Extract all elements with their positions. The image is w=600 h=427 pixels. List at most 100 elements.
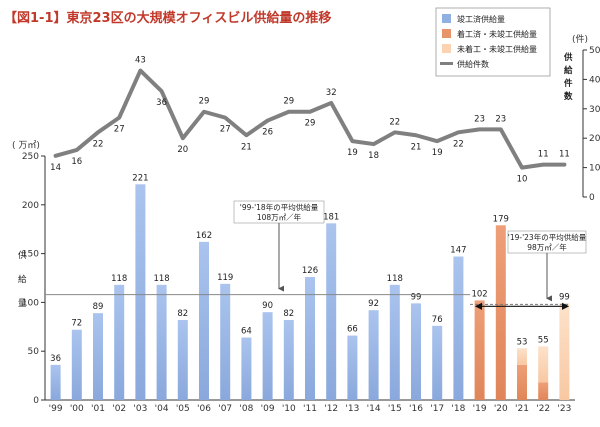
bar-value-label: 119 xyxy=(217,273,233,283)
x-tick-label: '13 xyxy=(345,404,359,414)
x-tick-label: '06 xyxy=(197,404,211,414)
legend-label: 供給件数 xyxy=(457,59,489,69)
x-tick-label: '04 xyxy=(155,404,169,414)
bar-value-label: 36 xyxy=(50,354,61,364)
bar-value-label: 118 xyxy=(387,274,403,284)
right-tick-label: 10 xyxy=(589,164,600,174)
right-tick-label: 40 xyxy=(589,75,600,85)
bar-value-label: 102 xyxy=(471,289,487,299)
line-value-label: 14 xyxy=(50,163,61,173)
legend-label: 着工済・未竣工供給量 xyxy=(457,29,537,39)
line-value-label: 22 xyxy=(389,117,400,127)
bar-未着工・未竣工供給量 xyxy=(538,346,549,383)
x-tick-label: '01 xyxy=(91,404,105,414)
bar-chart: 36 72 89 118 221 118 82 162 119 64 90 82 126 181 66 92 1… xyxy=(50,173,570,400)
line-value-label: 29 xyxy=(305,119,316,129)
x-tick-label: '02 xyxy=(112,404,126,414)
bar-竣工済供給量 xyxy=(177,319,188,400)
bar-竣工済供給量 xyxy=(135,184,146,400)
line-value-label: 22 xyxy=(453,139,464,149)
bar-竣工済供給量 xyxy=(220,283,231,400)
line-value-label: 21 xyxy=(411,142,422,152)
left-axis-unit: ( 万㎡) xyxy=(12,140,40,151)
legend-label: 未着工・未竣工供給量 xyxy=(457,44,537,54)
bar-value-label: 53 xyxy=(517,337,528,347)
line-value-label: 27 xyxy=(220,125,231,135)
bar-value-label: 55 xyxy=(538,335,549,345)
bar-着工済・未竣工供給量 xyxy=(495,225,506,400)
right-axis-label-char: 給 xyxy=(564,65,573,76)
x-tick-label: '10 xyxy=(282,404,296,414)
bar-着工済・未竣工供給量 xyxy=(538,382,549,400)
bar-竣工済供給量 xyxy=(432,325,443,400)
right-axis-unit: (件) xyxy=(572,33,588,45)
bar-value-label: 126 xyxy=(302,266,318,276)
x-tick-label: '05 xyxy=(176,404,190,414)
bar-value-label: 147 xyxy=(450,246,466,256)
line-value-label: 10 xyxy=(517,175,528,185)
bar-竣工済供給量 xyxy=(199,241,209,400)
bar-竣工済供給量 xyxy=(368,310,379,400)
x-tick-label: '20 xyxy=(494,404,508,414)
legend-swatch xyxy=(442,14,451,23)
x-tick-label: '08 xyxy=(239,404,253,414)
line-chart: 14 16 22 27 43 36 20 29 27 21 26 29 29 32 19 18 22 21 19 22… xyxy=(50,56,570,185)
legend-label: 竣工済供給量 xyxy=(457,14,505,24)
right-axis-label-char: 供 xyxy=(563,52,573,63)
x-tick-label: '15 xyxy=(388,404,402,414)
bar-着工済・未竣工供給量 xyxy=(474,300,485,400)
bar-value-label: 118 xyxy=(153,274,169,284)
left-tick-label: 200 xyxy=(22,201,39,211)
bar-value-label: 92 xyxy=(368,299,379,309)
bar-未着工・未竣工供給量 xyxy=(517,348,527,365)
x-tick-label: '00 xyxy=(70,404,84,414)
line-value-label: 21 xyxy=(241,142,252,152)
bar-竣工済供給量 xyxy=(71,329,82,400)
left-axis-label-char: 供 xyxy=(18,250,27,261)
x-tick-label: '23 xyxy=(557,404,571,414)
left-tick-label: 250 xyxy=(22,152,39,162)
bar-value-label: 82 xyxy=(177,309,188,319)
x-tick-label: '14 xyxy=(367,404,381,414)
line-value-label: 27 xyxy=(114,125,125,135)
annotation-2-line2: 98万㎡／年 xyxy=(527,242,567,252)
bar-竣工済供給量 xyxy=(389,284,400,400)
right-axis: 0 10 20 30 40 50(件) 供給件数 xyxy=(563,33,600,203)
bar-value-label: 99 xyxy=(559,292,570,302)
x-tick-label: '09 xyxy=(261,404,275,414)
right-tick-label: 20 xyxy=(589,134,600,144)
line-series-supply-count xyxy=(53,68,567,170)
line-value-label: 11 xyxy=(538,150,549,160)
line-value-label: 32 xyxy=(326,88,337,98)
x-axis: '99 '00 '01 '02 '03 '04 '05 '06 '07 '08 '09 '10 '11 '… xyxy=(49,404,572,414)
line-value-label: 36 xyxy=(156,98,167,108)
left-tick-label: 0 xyxy=(33,396,39,406)
bar-value-label: 181 xyxy=(323,212,339,222)
line-value-label: 16 xyxy=(71,157,82,167)
x-tick-label: '03 xyxy=(133,404,147,414)
bar-value-label: 99 xyxy=(411,292,422,302)
x-tick-label: '22 xyxy=(536,404,550,414)
bar-value-label: 162 xyxy=(196,231,212,241)
x-tick-label: '18 xyxy=(451,404,465,414)
right-tick-label: 0 xyxy=(589,193,595,203)
right-axis-label-char: 数 xyxy=(564,91,573,102)
bar-value-label: 89 xyxy=(93,302,104,312)
legend-box xyxy=(435,7,551,77)
bar-value-label: 76 xyxy=(432,315,443,325)
annotation-2-line1: '19-'23年の平均供給量 xyxy=(508,232,587,242)
bar-竣工済供給量 xyxy=(453,256,464,400)
bar-竣工済供給量 xyxy=(326,223,337,400)
line-value-label: 29 xyxy=(199,97,210,107)
x-tick-label: '19 xyxy=(473,404,487,414)
annotation-1-line2: 108万㎡／年 xyxy=(257,212,302,222)
right-axis-label-char: 件 xyxy=(564,78,573,89)
bar-竣工済供給量 xyxy=(305,277,315,400)
bar-value-label: 118 xyxy=(111,274,127,284)
bar-着工済・未竣工供給量 xyxy=(517,364,527,400)
line-value-label: 29 xyxy=(283,97,294,107)
bar-未着工・未竣工供給量 xyxy=(559,303,570,400)
bar-竣工済供給量 xyxy=(50,364,61,400)
